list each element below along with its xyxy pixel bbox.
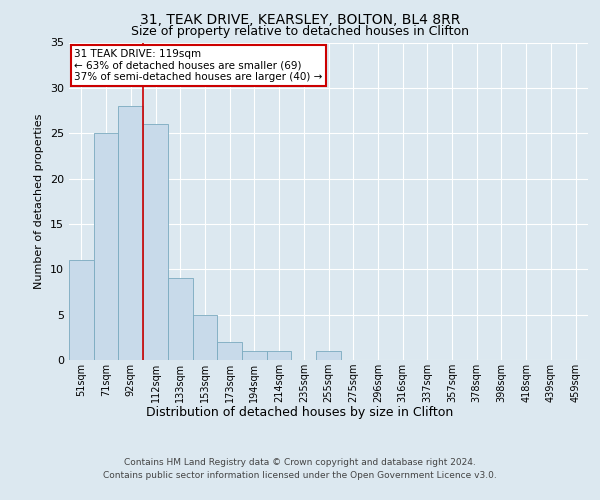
Bar [242,351,267,360]
Bar [316,351,341,360]
Bar [143,124,168,360]
Text: 31, TEAK DRIVE, KEARSLEY, BOLTON, BL4 8RR: 31, TEAK DRIVE, KEARSLEY, BOLTON, BL4 8R… [140,12,460,26]
Text: 31 TEAK DRIVE: 119sqm
← 63% of detached houses are smaller (69)
37% of semi-deta: 31 TEAK DRIVE: 119sqm ← 63% of detached … [74,49,323,82]
Bar [193,314,217,360]
Text: Distribution of detached houses by size in Clifton: Distribution of detached houses by size … [146,406,454,419]
Bar [168,278,193,360]
Bar [118,106,143,360]
Text: Size of property relative to detached houses in Clifton: Size of property relative to detached ho… [131,25,469,38]
Bar [94,133,118,360]
Text: Contains HM Land Registry data © Crown copyright and database right 2024.: Contains HM Land Registry data © Crown c… [124,458,476,467]
Text: Contains public sector information licensed under the Open Government Licence v3: Contains public sector information licen… [103,472,497,480]
Bar [217,342,242,360]
Bar [267,351,292,360]
Bar [69,260,94,360]
Y-axis label: Number of detached properties: Number of detached properties [34,114,44,289]
